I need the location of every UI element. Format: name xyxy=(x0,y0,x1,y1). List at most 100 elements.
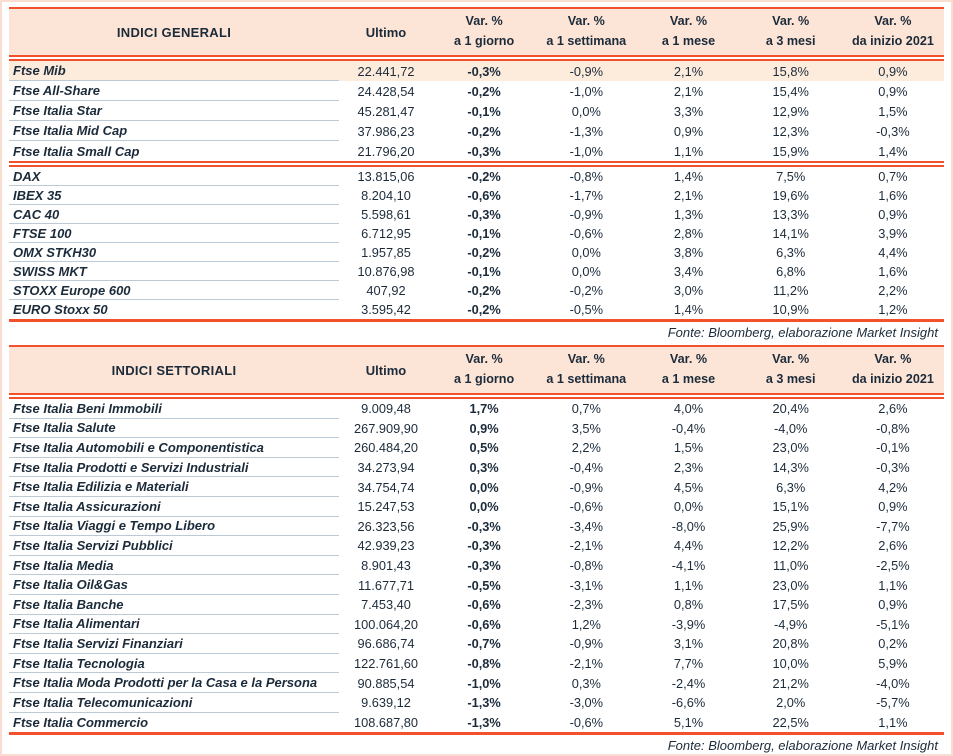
var-label-line1: Var. % xyxy=(669,352,708,367)
table-row: DAX 13.815,06 -0,2% -0,8% 1,4% 7,5% 0,7% xyxy=(9,167,944,186)
var-1d-value: 0,0% xyxy=(469,479,499,495)
var-ytd-value: -0,3% xyxy=(876,123,910,139)
var-3m-value: 20,4% xyxy=(772,401,809,417)
indici-generali-table: INDICI GENERALI Ultimo Var. % a 1 giorno… xyxy=(9,7,944,342)
var-ytd-value: 1,6% xyxy=(878,264,908,279)
var-label-line2: a 1 giorno xyxy=(454,34,515,48)
var-label-line1: Var. % xyxy=(669,14,708,29)
var-1m-value: 3,1% xyxy=(673,636,704,652)
var-1m-value: 2,3% xyxy=(673,460,704,476)
var-ytd-value: 4,4% xyxy=(878,245,908,260)
index-name: EURO Stoxx 50 xyxy=(13,302,108,317)
var-1m-value: 1,4% xyxy=(673,169,704,184)
var-3m-value: 12,9% xyxy=(772,103,809,119)
var-1w-value: 0,3% xyxy=(571,675,601,691)
var-1w-value: -0,6% xyxy=(569,499,603,515)
var-3m-value: 11,0% xyxy=(773,558,809,574)
var-1m-value: 2,1% xyxy=(673,83,704,99)
italian-indices-rows: Ftse Mib 22.441,72 -0,3% -0,9% 2,1% 15,8% 0,9%… xyxy=(9,61,944,161)
ultimo-value: 407,92 xyxy=(366,283,406,298)
ultimo-value: 122.761,60 xyxy=(353,656,419,672)
table-row: Ftse Italia Media 8.901,43 -0,3% -0,8% -4,1%… xyxy=(9,556,944,576)
var-1d-value: -0,7% xyxy=(467,636,501,652)
var-1m-value: -0,4% xyxy=(671,420,706,436)
column-header-var-inizio-2021: Var. % da inizio 2021 xyxy=(842,12,944,51)
ultimo-value: 24.428,54 xyxy=(357,83,415,99)
var-1d-value: -0,6% xyxy=(467,597,501,613)
var-1w-value: -1,0% xyxy=(569,143,603,159)
var-ytd-value: 1,5% xyxy=(878,103,908,119)
table-row: Ftse Italia Salute 267.909,90 0,9% 3,5% -0,4… xyxy=(9,419,944,439)
index-name: Ftse Italia Moda Prodotti per la Casa e … xyxy=(9,673,339,693)
table-row: Ftse Italia Star 45.281,47 -0,1% 0,0% 3,3% 12… xyxy=(9,101,944,121)
index-name: STOXX Europe 600 xyxy=(9,281,339,300)
var-label-line2: da inizio 2021 xyxy=(851,372,934,386)
var-ytd-value: 3,9% xyxy=(878,226,908,241)
var-ytd-value: 1,6% xyxy=(878,188,908,203)
table-row: SWISS MKT 10.876,98 -0,1% 0,0% 3,4% 6,8% 1,6% xyxy=(9,262,944,281)
var-label-line1: Var. % xyxy=(465,352,503,367)
var-1m-value: 1,4% xyxy=(673,302,704,317)
var-1m-value: -3,9% xyxy=(671,616,706,632)
var-1w-value: -1,0% xyxy=(569,83,603,99)
table-row: Ftse Italia Servizi Pubblici 42.939,23 -0,… xyxy=(9,536,944,556)
var-1w-value: -0,8% xyxy=(569,169,603,184)
table-row: OMX STKH30 1.957,85 -0,2% 0,0% 3,8% 6,3% 4,4% xyxy=(9,243,944,262)
var-1w-value: -1,7% xyxy=(569,188,603,203)
var-1m-value: 2,1% xyxy=(673,188,704,203)
var-label-line2: a 1 giorno xyxy=(454,372,515,386)
table-row: Ftse Italia Assicurazioni 15.247,53 0,0% -0… xyxy=(9,497,944,517)
index-name: Ftse Italia Star xyxy=(9,101,339,121)
index-name: Ftse Italia Salute xyxy=(9,419,339,439)
var-1w-value: -3,1% xyxy=(569,577,603,593)
table-row: Ftse Italia Oil&Gas 11.677,71 -0,5% -3,1% 1,… xyxy=(9,575,944,595)
table-row: Ftse Italia Moda Prodotti per la Casa e … xyxy=(9,673,944,693)
table-row: Ftse Italia Servizi Finanziari 96.686,74 -… xyxy=(9,634,944,654)
var-ytd-value: 1,1% xyxy=(878,577,908,593)
var-1m-value: 0,8% xyxy=(673,597,704,613)
ultimo-value: 45.281,47 xyxy=(357,103,415,119)
index-name: Ftse Italia Alimentari xyxy=(9,615,339,635)
var-ytd-value: 1,4% xyxy=(878,143,908,159)
var-1m-value: 1,1% xyxy=(673,577,704,593)
var-3m-value: 10,0% xyxy=(772,656,809,672)
var-1w-value: -0,4% xyxy=(569,460,603,476)
ultimo-value: 1.957,85 xyxy=(361,245,411,260)
var-1w-value: -0,9% xyxy=(569,207,603,222)
var-1d-value: -0,3% xyxy=(467,538,501,554)
var-3m-value: 2,0% xyxy=(776,695,806,711)
var-3m-value: 23,0% xyxy=(772,440,809,456)
var-ytd-value: -4,0% xyxy=(876,675,910,691)
var-ytd-value: 2,2% xyxy=(878,283,908,298)
table-row: Ftse Italia Beni Immobili 9.009,48 1,7% 0,7… xyxy=(9,399,944,419)
ultimo-value: 9.639,12 xyxy=(361,695,411,711)
var-1w-value: -0,6% xyxy=(569,714,603,730)
var-1m-value: 4,4% xyxy=(673,538,704,554)
var-1w-value: -0,8% xyxy=(569,558,603,574)
var-1w-value: -3,0% xyxy=(569,695,603,711)
var-1d-value: -0,2% xyxy=(467,83,501,99)
var-1d-value: 0,5% xyxy=(469,440,499,456)
var-ytd-value: 4,2% xyxy=(878,479,908,495)
var-3m-value: 25,9% xyxy=(772,518,809,534)
var-1m-value: 2,1% xyxy=(673,63,704,79)
var-1m-value: 1,1% xyxy=(673,143,704,159)
var-3m-value: 20,8% xyxy=(772,636,809,652)
table-row: Ftse Italia Viaggi e Tempo Libero 26.323,… xyxy=(9,517,944,537)
var-1m-value: 3,8% xyxy=(673,245,704,260)
ultimo-value: 7.453,40 xyxy=(361,597,411,613)
table-row: Ftse Italia Automobili e Componentistica… xyxy=(9,438,944,458)
ultimo-value: 11.677,71 xyxy=(358,577,414,593)
ultimo-value: 10.876,98 xyxy=(357,264,415,279)
var-3m-value: 17,5% xyxy=(772,597,809,613)
index-name: Ftse Italia Banche xyxy=(9,595,339,615)
var-3m-value: 6,3% xyxy=(776,245,806,260)
var-1d-value: -0,1% xyxy=(467,264,501,279)
column-header-ultimo: Ultimo xyxy=(365,24,407,40)
table-row: Ftse Italia Commercio 108.687,80 -1,3% -0,6… xyxy=(9,713,944,733)
index-name: Ftse Italia Media xyxy=(9,556,339,576)
var-3m-value: 19,6% xyxy=(772,188,809,203)
var-label-line1: Var. % xyxy=(567,14,605,29)
var-1m-value: 5,1% xyxy=(673,714,704,730)
var-1w-value: 2,2% xyxy=(571,440,601,456)
